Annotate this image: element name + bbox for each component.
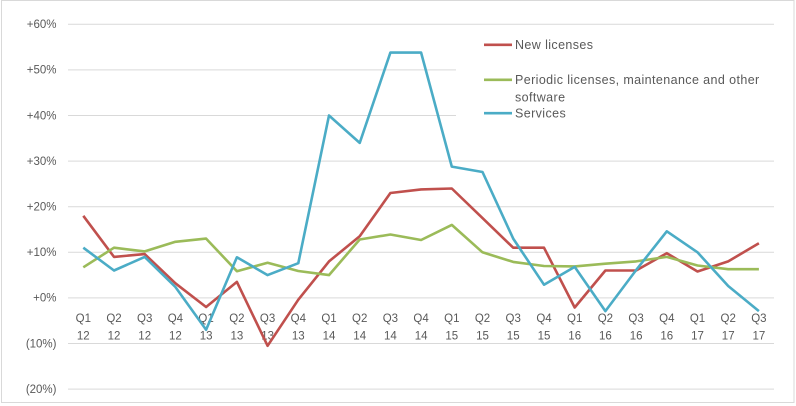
svg-text:Q3: Q3: [383, 313, 398, 325]
svg-text:12: 12: [77, 331, 90, 343]
svg-text:Q2: Q2: [598, 313, 613, 325]
svg-text:16: 16: [568, 331, 581, 343]
svg-text:14: 14: [323, 331, 336, 343]
svg-text:16: 16: [630, 331, 643, 343]
svg-text:Services: Services: [515, 106, 566, 120]
svg-text:Q3: Q3: [506, 313, 521, 325]
svg-text:Q4: Q4: [168, 313, 184, 325]
svg-text:15: 15: [445, 331, 458, 343]
svg-text:13: 13: [292, 331, 305, 343]
svg-text:New licenses: New licenses: [515, 38, 593, 52]
svg-text:17: 17: [722, 331, 735, 343]
svg-text:+30%: +30%: [27, 156, 57, 168]
svg-text:17: 17: [691, 331, 704, 343]
svg-text:17: 17: [753, 331, 766, 343]
svg-text:Q4: Q4: [413, 313, 429, 325]
svg-text:Periodic licenses, maintenance: Periodic licenses, maintenance and other: [515, 73, 760, 87]
svg-text:15: 15: [507, 331, 520, 343]
svg-text:12: 12: [169, 331, 182, 343]
svg-text:+10%: +10%: [27, 247, 57, 259]
svg-text:(10%): (10%): [26, 338, 57, 350]
svg-text:13: 13: [200, 331, 213, 343]
svg-text:+0%: +0%: [33, 293, 56, 305]
svg-text:+40%: +40%: [27, 110, 57, 122]
svg-text:Q2: Q2: [721, 313, 736, 325]
svg-text:software: software: [515, 91, 565, 105]
svg-text:Q3: Q3: [628, 313, 643, 325]
svg-text:15: 15: [476, 331, 489, 343]
svg-text:(20%): (20%): [26, 384, 57, 396]
svg-text:Q3: Q3: [137, 313, 152, 325]
svg-text:+50%: +50%: [27, 65, 57, 77]
svg-text:14: 14: [384, 331, 397, 343]
svg-text:16: 16: [599, 331, 612, 343]
svg-text:12: 12: [138, 331, 151, 343]
svg-text:Q4: Q4: [659, 313, 675, 325]
svg-text:Q1: Q1: [321, 313, 336, 325]
svg-text:+20%: +20%: [27, 202, 57, 214]
svg-text:Q1: Q1: [690, 313, 705, 325]
svg-text:Q2: Q2: [352, 313, 367, 325]
svg-text:Q1: Q1: [567, 313, 582, 325]
svg-text:Q3: Q3: [751, 313, 766, 325]
svg-text:13: 13: [231, 331, 244, 343]
svg-text:Q3: Q3: [260, 313, 275, 325]
svg-text:Q2: Q2: [475, 313, 490, 325]
svg-text:12: 12: [108, 331, 121, 343]
svg-text:Q2: Q2: [106, 313, 121, 325]
svg-text:Q1: Q1: [444, 313, 459, 325]
svg-text:Q1: Q1: [76, 313, 91, 325]
svg-text:16: 16: [660, 331, 673, 343]
svg-text:15: 15: [538, 331, 551, 343]
svg-text:Q4: Q4: [291, 313, 307, 325]
svg-text:Q4: Q4: [536, 313, 552, 325]
svg-text:Q2: Q2: [229, 313, 244, 325]
svg-text:14: 14: [353, 331, 366, 343]
svg-text:+60%: +60%: [27, 19, 57, 31]
svg-text:14: 14: [415, 331, 428, 343]
